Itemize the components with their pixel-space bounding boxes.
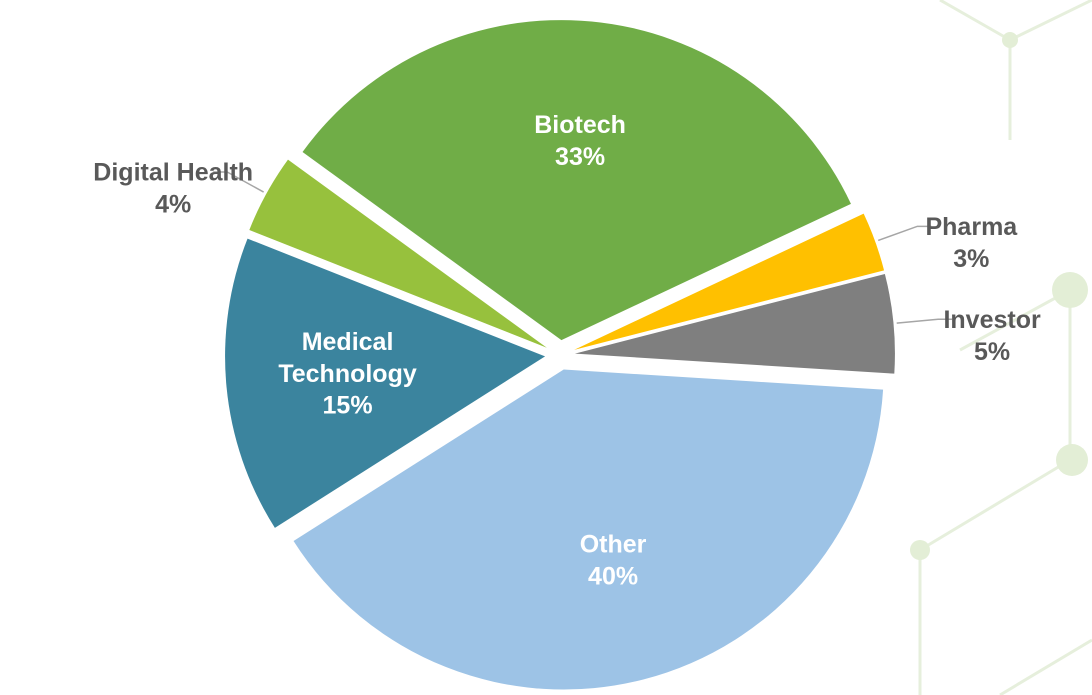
category-label: Pharma — [925, 213, 1018, 241]
leader-line — [877, 225, 932, 242]
pie — [225, 20, 895, 690]
value-label: 5% — [974, 338, 1010, 366]
category-label: Medical Technology — [278, 328, 417, 388]
pie-slice — [302, 20, 851, 341]
category-label: Investor — [943, 306, 1041, 334]
category-label: Digital Health — [93, 159, 253, 187]
value-label: 33% — [555, 143, 605, 171]
value-label: 3% — [953, 245, 989, 273]
leader-line — [896, 318, 953, 324]
category-label: Biotech — [534, 111, 626, 139]
category-label: Other — [580, 530, 647, 558]
value-label: 4% — [155, 191, 191, 219]
labels: Biotech 33% Pharma 3% Investor 5% Other 40% Medi… — [93, 111, 1041, 590]
pie-slice — [293, 369, 884, 690]
pie-slice — [249, 159, 547, 348]
pie-slice — [574, 213, 885, 350]
value-label: 15% — [323, 392, 373, 420]
pie-slice — [574, 274, 895, 374]
value-label: 40% — [588, 562, 638, 590]
pie-slice — [225, 238, 546, 528]
background-decoration — [910, 0, 1092, 695]
leader-line — [213, 171, 264, 193]
